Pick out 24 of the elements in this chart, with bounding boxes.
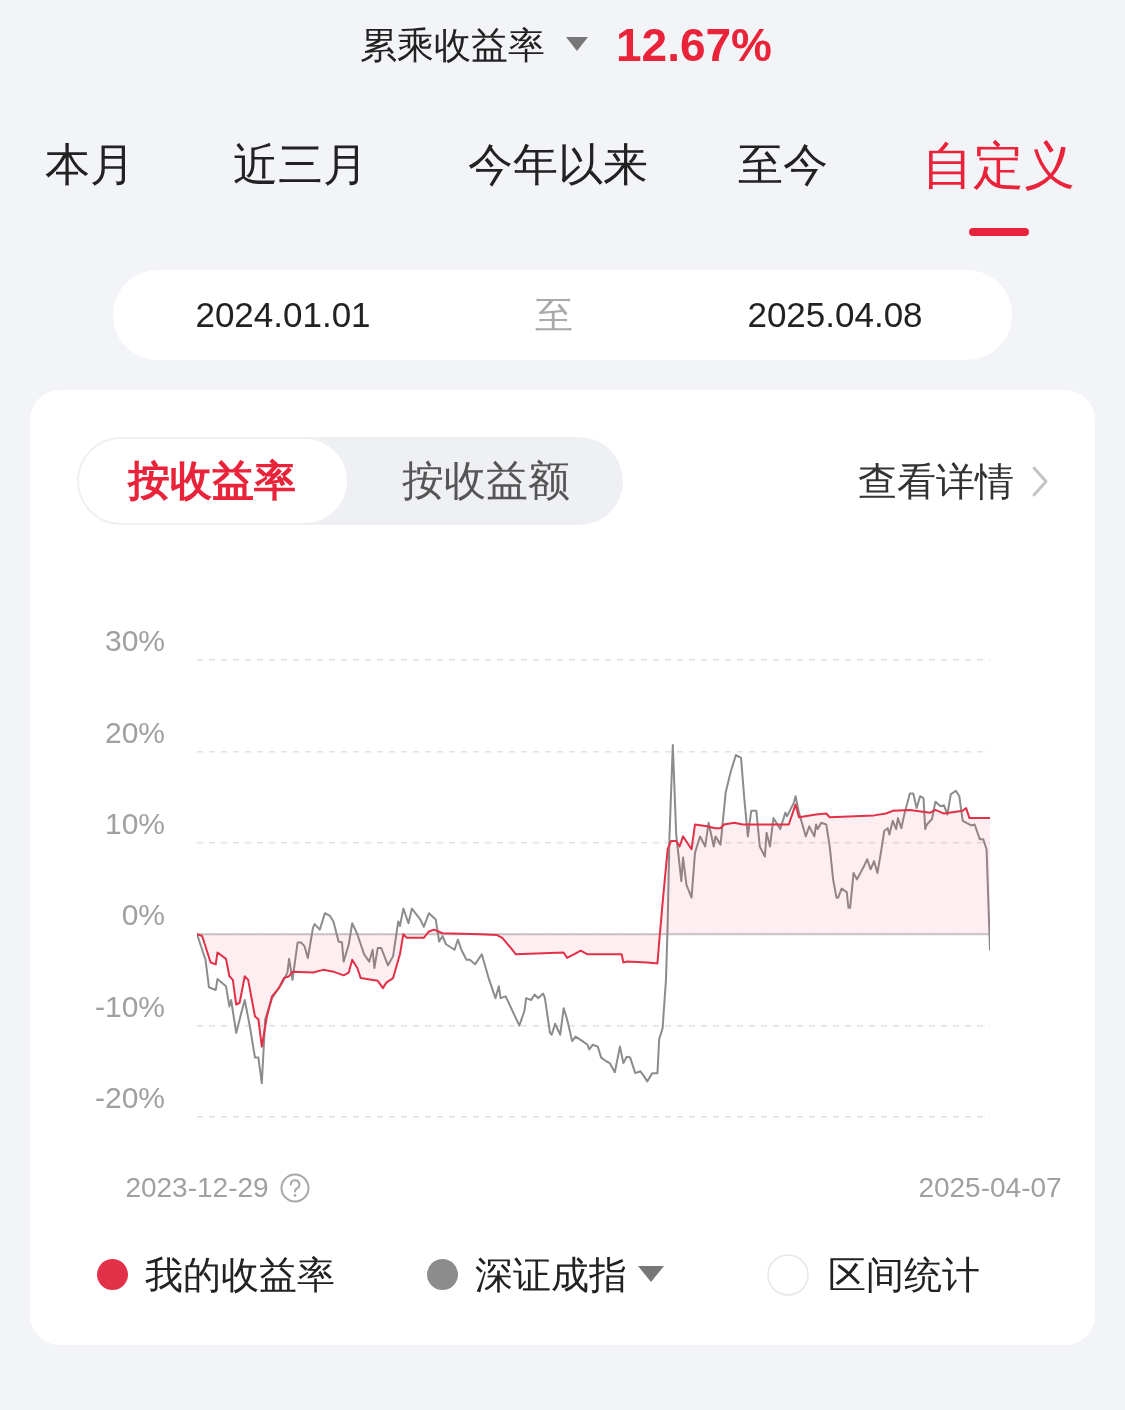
y-tick-label: -20% xyxy=(94,1081,165,1115)
y-tick-label: 30% xyxy=(104,624,165,658)
legend-label: 深证成指 xyxy=(475,1253,627,1297)
text: 2025.04.08 xyxy=(747,295,923,335)
text: 近三月 xyxy=(233,138,368,191)
text: 至 xyxy=(535,293,573,337)
text: 今年以来 xyxy=(468,138,648,191)
text: 自定义 xyxy=(922,136,1075,195)
text: 区间统计 xyxy=(828,1253,980,1297)
y-tick-label: -10% xyxy=(94,989,165,1023)
y-tick-label: 20% xyxy=(104,715,165,749)
x-tick-label: 2023-12-29 xyxy=(125,1171,269,1203)
y-tick-label: 10% xyxy=(104,807,165,841)
legend-label: 我的收益率 xyxy=(145,1253,335,1297)
text: 查看详情 xyxy=(858,459,1014,504)
text: 2024.01.01 xyxy=(195,295,371,335)
text: 按收益额 xyxy=(402,456,570,505)
chart-subtitle: 12.67% xyxy=(616,19,773,72)
x-tick-label: 2025-04-07 xyxy=(918,1171,1062,1203)
text: 至今 xyxy=(738,138,828,191)
text: 本月 xyxy=(45,138,135,191)
y-tick-label: 0% xyxy=(121,898,165,932)
chart-title: 累乘收益率 xyxy=(360,24,545,67)
text: 按收益率 xyxy=(128,456,296,505)
